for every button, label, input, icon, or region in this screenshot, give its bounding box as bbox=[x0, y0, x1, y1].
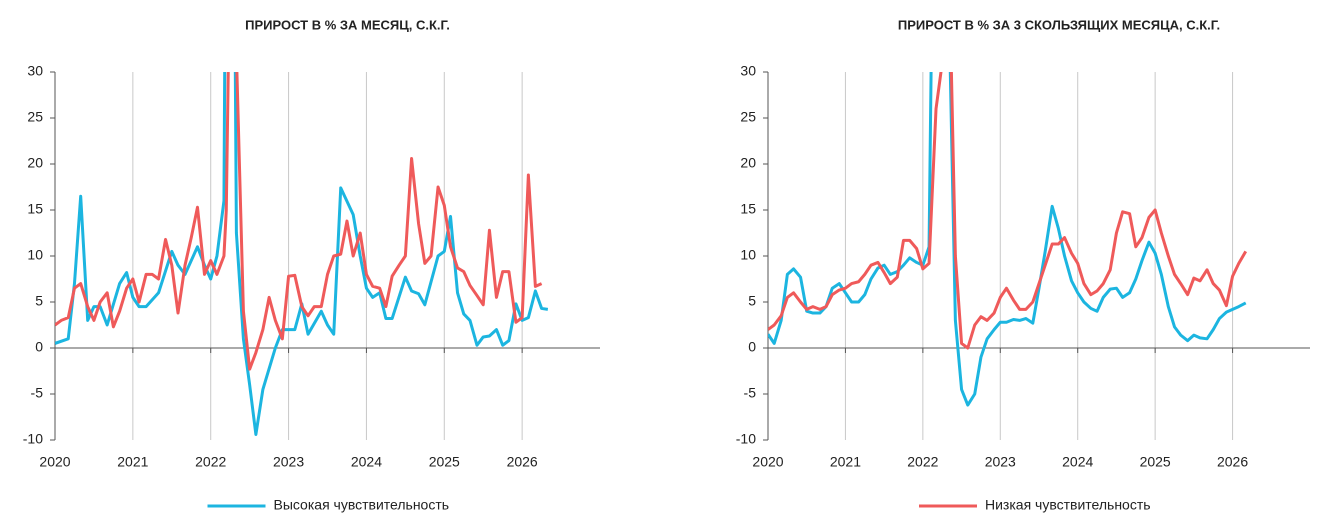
y-tick-label: 30 bbox=[740, 63, 756, 79]
x-tick-label: 2020 bbox=[39, 454, 70, 470]
y-tick-label: 0 bbox=[35, 339, 43, 355]
x-tick-label: 2025 bbox=[429, 454, 460, 470]
y-tick-label: 20 bbox=[27, 155, 43, 171]
x-tick-label: 2024 bbox=[1062, 454, 1093, 470]
x-tick-label: 2022 bbox=[195, 454, 226, 470]
x-tick-label: 2022 bbox=[907, 454, 938, 470]
y-tick-label: 10 bbox=[27, 247, 43, 263]
y-tick-label: 25 bbox=[27, 109, 43, 125]
x-tick-label: 2021 bbox=[830, 454, 861, 470]
x-tick-label: 2026 bbox=[1217, 454, 1248, 470]
x-tick-label: 2026 bbox=[507, 454, 538, 470]
x-tick-label: 2021 bbox=[117, 454, 148, 470]
y-tick-label: -5 bbox=[31, 385, 44, 401]
y-tick-label: 10 bbox=[740, 247, 756, 263]
y-tick-label: -10 bbox=[23, 431, 43, 447]
series-line bbox=[55, 72, 543, 371]
x-tick-label: 2023 bbox=[273, 454, 304, 470]
y-tick-label: 5 bbox=[748, 293, 756, 309]
legend-label: Высокая чувствительность bbox=[274, 497, 450, 513]
y-tick-label: 15 bbox=[27, 201, 43, 217]
y-tick-label: -10 bbox=[736, 431, 756, 447]
plot bbox=[768, 72, 1248, 407]
series-line bbox=[55, 72, 549, 436]
plot bbox=[55, 72, 549, 436]
y-tick-label: 0 bbox=[748, 339, 756, 355]
y-tick-label: 20 bbox=[740, 155, 756, 171]
x-tick-label: 2023 bbox=[985, 454, 1016, 470]
y-tick-label: 15 bbox=[740, 201, 756, 217]
y-tick-label: 5 bbox=[35, 293, 43, 309]
series-line bbox=[768, 72, 1248, 350]
chart-title: ПРИРОСТ В % ЗА МЕСЯЦ, С.К.Г. bbox=[245, 17, 450, 32]
x-tick-label: 2020 bbox=[752, 454, 783, 470]
x-tick-label: 2025 bbox=[1140, 454, 1171, 470]
y-tick-label: -5 bbox=[744, 385, 757, 401]
y-tick-label: 25 bbox=[740, 109, 756, 125]
x-tick-label: 2024 bbox=[351, 454, 382, 470]
y-tick-label: 30 bbox=[27, 63, 43, 79]
legend-label: Низкая чувствительность bbox=[985, 497, 1151, 513]
chart-title: ПРИРОСТ В % ЗА 3 СКОЛЬЗЯЩИХ МЕСЯЦА, С.К.… bbox=[898, 17, 1220, 32]
series-line bbox=[768, 72, 1247, 407]
